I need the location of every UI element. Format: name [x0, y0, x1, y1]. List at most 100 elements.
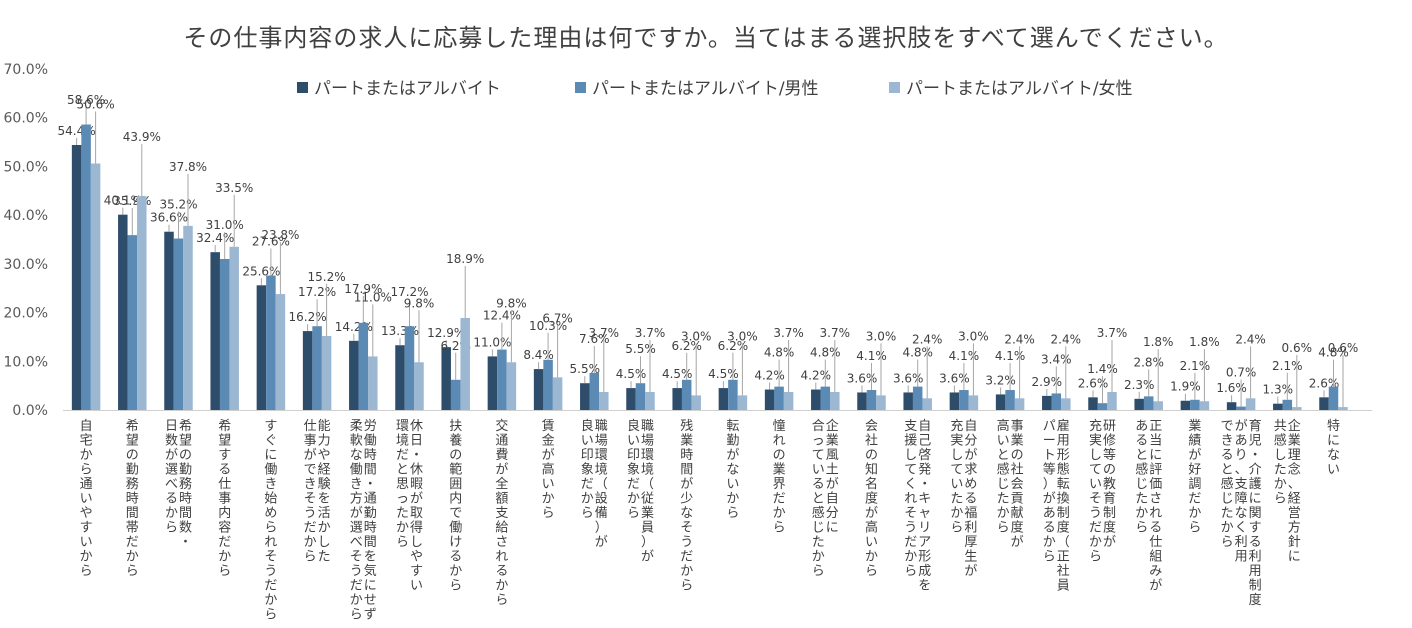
legend-item-series-1: パートまたはアルバイト	[297, 74, 501, 99]
data-label: 4.8%	[1318, 346, 1349, 360]
bar-series-3	[922, 398, 932, 410]
bar-series-3	[599, 391, 609, 410]
data-label: 6.2%	[671, 339, 702, 353]
legend-item-series-2: パートまたはアルバイト/男性	[575, 74, 819, 99]
bar-series-1	[811, 389, 821, 410]
data-label: 2.1%	[1272, 359, 1303, 373]
data-label: 7.6%	[579, 332, 610, 346]
data-label: 4.2%	[754, 369, 785, 383]
chart-title: その仕事内容の求人に応募した理由は何ですか。当てはまる選択肢をすべて選んでくださ…	[183, 24, 1229, 52]
category-label: 会社の知名度が高いから	[865, 419, 878, 579]
category-label: 能力や経験を活かした	[318, 419, 331, 565]
bar-series-2	[450, 379, 461, 410]
bar-series-2	[589, 372, 600, 410]
category-label: 事業の社会貢献度が	[1011, 419, 1024, 550]
category-label: 業績が好調だから	[1188, 418, 1201, 536]
bar-series-2	[1282, 399, 1293, 410]
category-label: 充実していたから	[950, 418, 963, 536]
y-tick-label: 60.0%	[4, 111, 48, 127]
legend-swatch	[889, 82, 900, 93]
bar-series-1	[949, 392, 960, 410]
bar-series-2	[728, 379, 738, 410]
bar-series-1	[580, 383, 590, 410]
bar-series-2	[1190, 399, 1200, 410]
legend-label: パートまたはアルバイト/女性	[906, 79, 1133, 99]
bar-series-3	[229, 246, 239, 410]
data-label: 1.4%	[1087, 362, 1118, 376]
bar-series-1	[1180, 400, 1191, 410]
data-label: 32.4%	[196, 231, 234, 245]
bar-series-1	[1088, 397, 1098, 410]
data-label: 3.6%	[847, 371, 878, 385]
data-label: 2.4%	[1235, 332, 1266, 346]
bar-series-1	[1042, 395, 1052, 410]
bar-series-2	[173, 238, 184, 410]
bar-series-3	[783, 391, 794, 410]
bar-series-2	[866, 390, 877, 410]
bar-series-3	[968, 395, 979, 410]
legend-swatch	[297, 82, 308, 93]
category-label: 自宅から通いやすいから	[80, 419, 93, 579]
data-label: 8.4%	[523, 348, 554, 362]
data-label: 1.6%	[1216, 381, 1247, 395]
category-label: があり、支障なく利用	[1235, 419, 1248, 565]
data-label: 12.4%	[483, 309, 521, 323]
data-label: 31.0%	[206, 218, 244, 232]
category-label: 扶養の範囲内で働けるから	[449, 419, 462, 594]
bar-series-1	[210, 252, 220, 410]
data-label: 50.6%	[77, 98, 115, 112]
y-tick-label: 20.0%	[4, 306, 48, 322]
data-label: 36.6%	[150, 211, 188, 225]
bar-series-3	[737, 395, 748, 410]
bar-series-2	[219, 258, 230, 410]
bar-series-3	[876, 395, 886, 410]
category-label: パート等）があるから	[1043, 419, 1056, 565]
category-label: 交通費が全額支給されるから	[495, 418, 508, 608]
category-label: 自己啓発・キャリア形成を	[918, 419, 931, 594]
bar-series-1	[903, 392, 913, 410]
bar-series-1	[764, 389, 775, 410]
category-label: できると感じたから	[1221, 419, 1234, 550]
bar-series-1	[857, 392, 867, 410]
data-label: 37.8%	[169, 160, 207, 174]
data-label: 1.8%	[1143, 335, 1174, 349]
bar-series-3	[1292, 407, 1302, 410]
bar-series-3	[1014, 398, 1025, 410]
bar-series-3	[830, 391, 840, 410]
data-label: 3.0%	[866, 329, 897, 343]
data-label: 4.1%	[949, 349, 980, 363]
bar-series-2	[404, 326, 415, 410]
bar-series-2	[127, 235, 138, 410]
category-label: 労働時間・通勤時間を気にせず	[364, 419, 377, 623]
data-label: 33.5%	[215, 181, 253, 195]
bar-series-3	[414, 362, 424, 410]
y-tick-label: 10.0%	[4, 354, 48, 370]
data-label: 3.7%	[589, 326, 620, 340]
data-label: 43.9%	[123, 130, 161, 144]
data-label: 4.8%	[764, 346, 795, 360]
bar-series-2	[266, 275, 276, 410]
bar-series-2	[820, 386, 831, 410]
data-label: 3.4%	[1041, 352, 1072, 366]
data-label: 0.7%	[1226, 366, 1257, 380]
bar-series-1	[118, 214, 128, 410]
bar-series-3	[645, 391, 655, 410]
category-label: 日数が選べるから	[165, 419, 178, 536]
bar-series-2	[912, 386, 923, 410]
bar-series-2	[1051, 393, 1062, 410]
data-label: 6.7%	[542, 311, 573, 325]
category-label: 休日・休暇が取得しやすい	[410, 419, 423, 594]
data-label: 11.0%	[473, 335, 511, 349]
category-label: 特にない	[1327, 419, 1340, 478]
bar-series-1	[395, 345, 405, 410]
bar-series-3	[90, 163, 101, 410]
bar-series-2	[1328, 386, 1339, 410]
data-label: 3.6%	[939, 371, 970, 385]
category-label: 柔軟な働き方が選べそうだから	[350, 419, 363, 623]
data-label: 4.1%	[856, 349, 887, 363]
data-label: 17.2%	[298, 285, 336, 299]
bar-series-2	[635, 383, 646, 410]
data-label: 3.7%	[1097, 326, 1128, 340]
bar-series-2	[1097, 403, 1108, 410]
